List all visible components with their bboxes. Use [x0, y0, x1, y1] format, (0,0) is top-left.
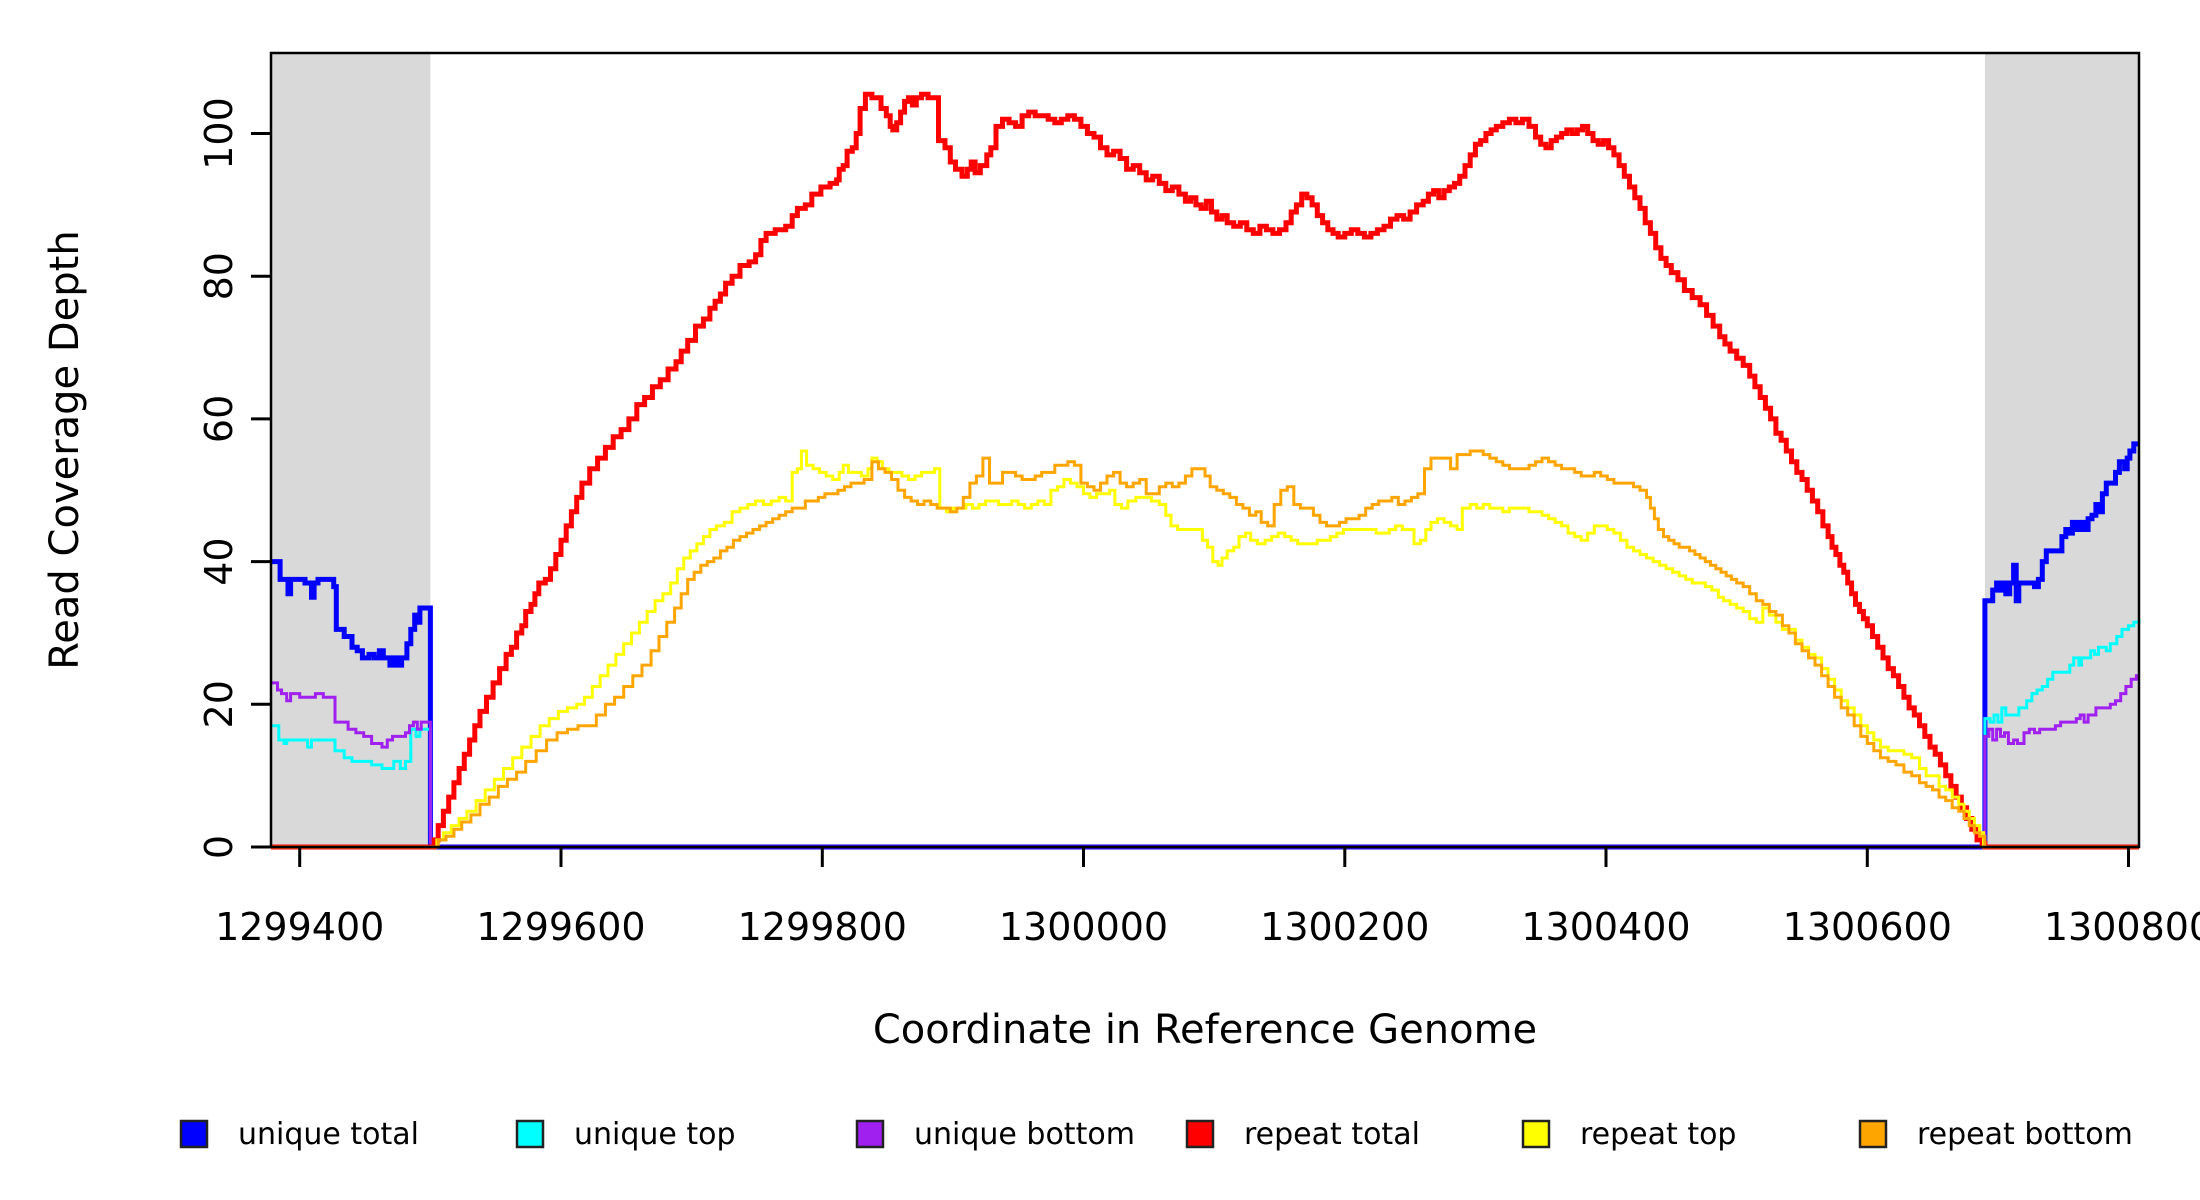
- legend-swatch-repeat-top: [1521, 1119, 1551, 1149]
- legend-swatch-unique-bottom: [855, 1119, 885, 1149]
- legend-swatch-repeat-total: [1185, 1119, 1215, 1149]
- plot-frame: [269, 51, 2141, 849]
- x-tick-label: 1299600: [476, 905, 645, 949]
- y-tick-label: 80: [197, 252, 241, 300]
- series-line-unique-bottom: [271, 674, 2139, 849]
- series-lines: [271, 91, 2141, 850]
- legend-label-repeat-top: repeat top: [1580, 1117, 1736, 1152]
- plot-border: [269, 51, 2141, 849]
- x-tick-label: 1300800: [2044, 905, 2200, 949]
- y-axis-title: Read Coverage Depth: [42, 230, 88, 669]
- x-tick-label: 1300600: [1783, 905, 1952, 949]
- legend-label-unique-total: unique total: [238, 1117, 419, 1152]
- y-tick-label: 100: [197, 97, 241, 170]
- x-tick-label: 1300200: [1260, 905, 1429, 949]
- series-line-repeat-bottom: [271, 449, 2139, 849]
- series-line-repeat-top: [271, 449, 2139, 849]
- legend-swatch-unique-top: [515, 1119, 545, 1149]
- series-line-unique-top: [271, 618, 2141, 849]
- legend: unique total unique top unique bottom repea…: [179, 1117, 2133, 1152]
- axes: 1299400 1299600 1299800 1300000 1300200 13004…: [197, 97, 2200, 949]
- y-tick-label: 20: [197, 680, 241, 728]
- shaded-regions: [271, 53, 2139, 847]
- legend-swatch-unique-total: [179, 1119, 209, 1149]
- y-tick-label: 40: [197, 537, 241, 585]
- x-axis-title: Coordinate in Reference Genome: [873, 1007, 1537, 1053]
- x-tick-label: 1299800: [738, 905, 907, 949]
- legend-label-repeat-bottom: repeat bottom: [1917, 1117, 2133, 1152]
- y-tick-label: 60: [197, 395, 241, 443]
- x-tick-label: 1300400: [1521, 905, 1690, 949]
- legend-label-unique-top: unique top: [574, 1117, 736, 1152]
- legend-label-repeat-total: repeat total: [1244, 1117, 1420, 1152]
- legend-label-unique-bottom: unique bottom: [914, 1117, 1135, 1152]
- x-tick-label: 1300000: [999, 905, 1168, 949]
- shaded-region-left-flank: [271, 53, 431, 847]
- x-tick-label: 1299400: [215, 905, 384, 949]
- series-line-repeat-total: [271, 91, 2139, 850]
- series-line-unique-total: [271, 441, 2139, 850]
- legend-swatch-repeat-bottom: [1858, 1119, 1888, 1149]
- shaded-region-right-flank: [1984, 53, 2139, 847]
- y-tick-label: 0: [197, 835, 241, 859]
